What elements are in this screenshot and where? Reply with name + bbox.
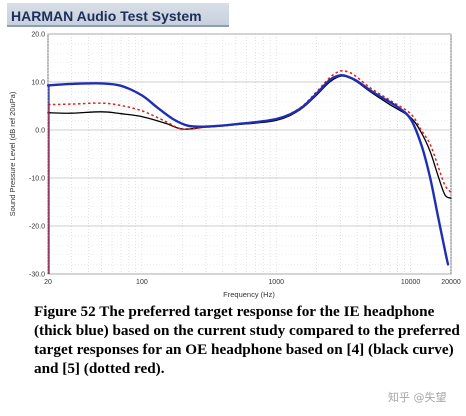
y-tick-label: 10.0 <box>31 80 45 87</box>
series-layer <box>46 69 452 274</box>
grid-lines <box>47 33 452 275</box>
plot-area <box>47 33 452 275</box>
y-tick-label: 20.0 <box>31 32 45 39</box>
x-axis-label: Frequency (Hz) <box>223 290 275 299</box>
figure-caption: Figure 52 The preferred target response … <box>34 303 460 377</box>
x-tick-label: 1000 <box>268 279 284 286</box>
x-tick-label: 100 <box>136 279 148 286</box>
y-axis-label: Sound Pressure Level (dB ref 20uPa) <box>8 91 17 216</box>
x-tick-label: 20 <box>44 279 52 286</box>
watermark-text: 知乎 @失望 <box>388 391 447 404</box>
y-tick-label: -20.0 <box>29 224 45 231</box>
x-tick-label: 10000 <box>401 279 421 286</box>
y-tick-label: -30.0 <box>29 272 45 279</box>
y-tick-label: -10.0 <box>29 176 45 183</box>
x-tick-label: 20000 <box>441 279 461 286</box>
frequency-response-chart: 20 100 1000 10000 20000 20.0 10.0 0.0 -10.0 -20.0… <box>8 32 461 300</box>
app-title: HARMAN Audio Test System <box>11 8 202 24</box>
series-line-blue <box>46 73 450 266</box>
axis-ticks: 20 100 1000 10000 20000 20.0 10.0 0.0 -10.0 -20.0… <box>29 32 461 287</box>
app-header-bar: HARMAN Audio Test System <box>7 3 229 27</box>
y-tick-label: 0.0 <box>35 128 45 135</box>
